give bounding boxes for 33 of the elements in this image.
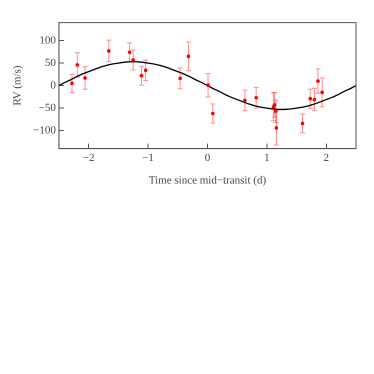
y-axis-title: RV (m/s): [11, 65, 24, 106]
point: [76, 63, 80, 67]
point: [144, 68, 148, 72]
point: [140, 74, 144, 78]
y-tick-label: 0: [50, 79, 56, 92]
x-tick-label: 2: [324, 152, 330, 164]
y-tick-label: 100: [39, 34, 56, 46]
x-tick-label: −1: [142, 152, 154, 164]
y-tick-label: −50: [38, 102, 56, 114]
point: [300, 122, 304, 126]
point: [320, 90, 324, 94]
point: [274, 126, 278, 130]
point: [254, 96, 258, 100]
point: [107, 49, 111, 53]
x-tick-label: −2: [82, 152, 94, 164]
y-tick-label: −100: [33, 124, 56, 136]
point: [178, 76, 182, 80]
point: [206, 83, 210, 87]
x-tick-label: 1: [264, 152, 270, 164]
y-tick-label: 50: [44, 56, 56, 69]
point: [186, 54, 190, 58]
point: [316, 79, 320, 83]
point: [211, 112, 215, 116]
point: [128, 50, 132, 54]
point: [83, 76, 87, 80]
point: [131, 58, 135, 62]
point: [243, 98, 247, 102]
point: [308, 96, 312, 100]
point: [70, 82, 74, 86]
x-axis-title: Time since mid−transit (d): [148, 174, 266, 186]
point: [312, 98, 316, 102]
point: [274, 109, 278, 114]
x-tick-label: 0: [204, 152, 211, 164]
